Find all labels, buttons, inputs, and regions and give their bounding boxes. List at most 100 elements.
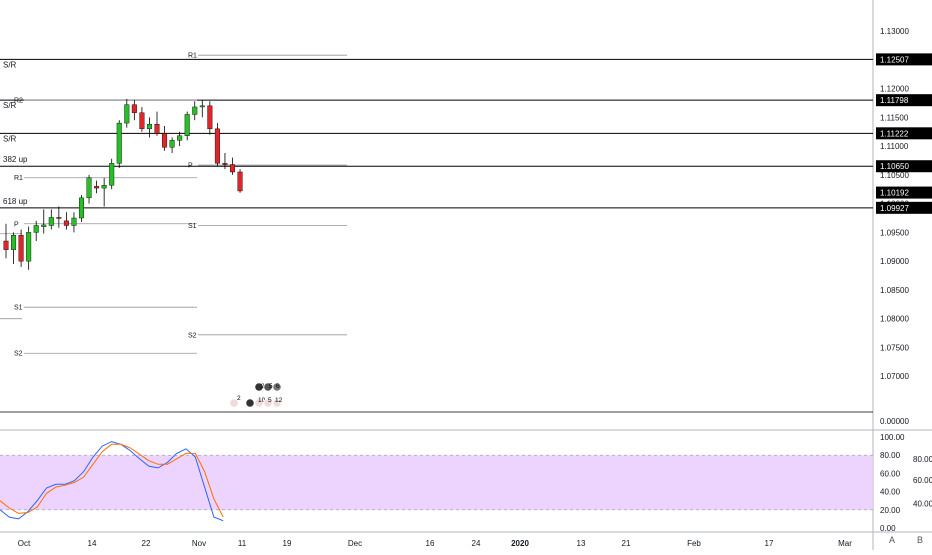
price-tick-label: 1.11000 bbox=[880, 142, 909, 151]
price-tick-label: 1.13000 bbox=[880, 27, 909, 36]
time-tick-label: 11 bbox=[238, 539, 247, 548]
candle-body bbox=[199, 105, 205, 108]
time-tick-label: 2020 bbox=[511, 539, 529, 548]
event-count: 6 bbox=[276, 383, 280, 390]
candle-body bbox=[33, 225, 39, 233]
candle-body bbox=[78, 197, 84, 219]
price-tick-label: 1.11500 bbox=[880, 113, 909, 122]
price-level-badge-text: 1.12507 bbox=[880, 55, 909, 64]
pivot-label: R1 bbox=[14, 175, 23, 182]
candle-body bbox=[71, 217, 77, 226]
candle-body bbox=[162, 133, 168, 148]
price-level-badge bbox=[876, 160, 932, 173]
price-level-badge bbox=[876, 127, 932, 140]
event-flag-icon bbox=[263, 398, 273, 408]
candle-body bbox=[154, 124, 160, 134]
auto-scale-button[interactable]: A bbox=[889, 535, 896, 545]
event-count: 2 bbox=[237, 395, 241, 402]
stoch-tick-label: 0.00 bbox=[880, 524, 896, 533]
pivot-label: S2 bbox=[188, 332, 197, 339]
event-flag-icon bbox=[272, 398, 282, 408]
event-flag-icon bbox=[254, 398, 264, 408]
time-tick-label: Dec bbox=[348, 539, 362, 548]
zero-tick-label: 0.00000 bbox=[880, 417, 909, 426]
event-count: 12 bbox=[275, 397, 283, 404]
price-level-badge-text: 1.11798 bbox=[880, 96, 909, 105]
event-flag-icon bbox=[229, 398, 239, 408]
event-dot-icon bbox=[254, 382, 264, 392]
candle-body bbox=[146, 124, 152, 130]
candle-body bbox=[184, 114, 190, 136]
sr-level-label: S/R bbox=[3, 60, 17, 69]
pivot-label: S1 bbox=[14, 305, 23, 312]
price-tick-label: 1.07500 bbox=[880, 343, 909, 352]
price-tick-label: 1.08500 bbox=[880, 286, 909, 295]
candles bbox=[3, 98, 243, 270]
candle-body bbox=[222, 163, 228, 165]
pivot-label: S2 bbox=[14, 351, 23, 358]
pivot-label: R1 bbox=[188, 53, 197, 60]
event-dot-icon bbox=[245, 398, 255, 408]
time-tick-label: Mar bbox=[838, 539, 852, 548]
candle-body bbox=[192, 106, 198, 115]
candle-body bbox=[109, 163, 115, 186]
candle-body bbox=[139, 112, 145, 130]
price-level-badge bbox=[876, 53, 932, 66]
candle-body bbox=[3, 240, 9, 250]
candle-body bbox=[131, 104, 137, 113]
candle-body bbox=[237, 171, 243, 192]
pivot-label: P bbox=[14, 221, 19, 228]
stoch-tick-label: 40.00 bbox=[880, 488, 901, 497]
candle-body bbox=[41, 224, 47, 227]
event-markers[interactable]: 22 5 610 5 12 bbox=[229, 382, 283, 408]
price-level-badge bbox=[876, 201, 932, 214]
sr-levels: S/R S/R S/R 382 up 618 up bbox=[0, 58, 873, 209]
stoch-tick-label: 60.00 bbox=[880, 469, 901, 478]
time-tick-label: 16 bbox=[426, 539, 435, 548]
time-axis[interactable]: Oct 14 22 Nov 11 19 Dec 16 24 2020 13 21 Feb 17 Mar bbox=[18, 539, 852, 548]
candle-body bbox=[11, 235, 17, 250]
time-tick-label: Oct bbox=[18, 539, 31, 548]
price-tick-label: 1.07000 bbox=[880, 372, 909, 381]
pivot-label: S1 bbox=[188, 223, 197, 230]
event-count: 10 bbox=[258, 397, 266, 404]
stoch-overlay-tick-label: 40.00 bbox=[913, 499, 932, 508]
price-tick-label: 1.12000 bbox=[880, 85, 909, 94]
candle-body bbox=[124, 104, 130, 124]
current-price-text: 1.10192 bbox=[880, 189, 909, 198]
stoch-overlay-tick-label: 60.00 bbox=[913, 476, 932, 485]
sr-level-label: S/R bbox=[3, 134, 17, 143]
price-axis[interactable]: 1.130001.125001.120001.115001.110001.105… bbox=[876, 27, 932, 533]
event-count: 2 bbox=[261, 383, 265, 390]
candle-body bbox=[207, 105, 213, 130]
event-count: 5 bbox=[269, 383, 273, 390]
pivot-points: R2 R1 P S1 S2 R1 P S1 S2 bbox=[0, 53, 347, 358]
price-tick-label: 1.09000 bbox=[880, 257, 909, 266]
price-level-badge-text: 1.11222 bbox=[880, 129, 909, 138]
price-tick-label: 1.10500 bbox=[880, 171, 909, 180]
candle-body bbox=[177, 135, 183, 141]
candle-body bbox=[214, 128, 220, 164]
candle-body bbox=[116, 122, 122, 164]
candle-body bbox=[26, 232, 32, 262]
log-scale-button[interactable]: B bbox=[917, 535, 924, 545]
sr-level-label: 382 up bbox=[3, 155, 28, 164]
candle-body bbox=[63, 220, 69, 226]
candle-body bbox=[101, 185, 107, 189]
price-level-badge bbox=[876, 94, 932, 107]
time-tick-label: 14 bbox=[88, 539, 97, 548]
price-level-badge-text: 1.09927 bbox=[880, 204, 909, 213]
pivot-label: R2 bbox=[14, 98, 23, 105]
price-tick-label: 1.09500 bbox=[880, 228, 909, 237]
price-level-badge-text: 1.10650 bbox=[880, 162, 909, 171]
time-tick-label: 22 bbox=[142, 539, 151, 548]
stoch-tick-label: 100.00 bbox=[880, 433, 905, 442]
event-dot-icon bbox=[272, 382, 282, 392]
stoch-k-line bbox=[0, 441, 224, 522]
stoch-tick-label: 20.00 bbox=[880, 506, 901, 515]
sr-level-label: S/R bbox=[3, 101, 17, 110]
candle-body bbox=[86, 177, 92, 199]
sr-level-label: 618 up bbox=[3, 197, 28, 206]
